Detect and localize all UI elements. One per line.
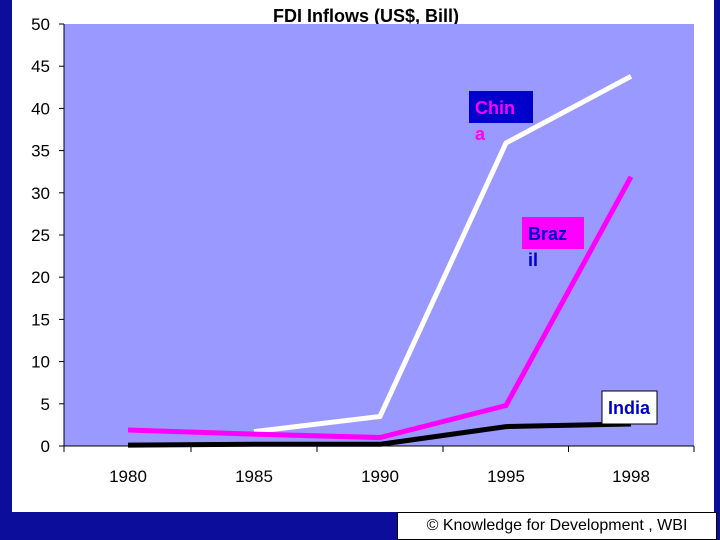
series-line-india xyxy=(127,421,632,448)
x-tick-label: 1980 xyxy=(109,467,147,486)
series-label-brazil: Braz xyxy=(528,224,567,244)
series-label-china: a xyxy=(475,124,486,144)
series-label-china: Chin xyxy=(475,98,515,118)
y-tick-label: 30 xyxy=(31,184,50,203)
y-tick-label: 20 xyxy=(31,268,50,287)
series-label-box-brazil xyxy=(522,217,584,249)
footer-credit: © Knowledge for Development , WBI xyxy=(397,512,717,540)
chart-title: FDI Inflows (US$, Bill) xyxy=(273,6,459,26)
y-tick-label: 10 xyxy=(31,353,50,372)
y-tick-label: 15 xyxy=(31,310,50,329)
series-label-box-india xyxy=(601,390,658,425)
series-line-brazil xyxy=(127,175,634,441)
x-tick-label: 1998 xyxy=(612,467,650,486)
series-line-china xyxy=(253,74,633,435)
y-tick-label: 0 xyxy=(41,437,50,456)
x-tick-label: 1995 xyxy=(487,467,525,486)
series-label-india: India xyxy=(608,398,651,418)
y-tick-label: 50 xyxy=(31,15,50,34)
y-tick-label: 35 xyxy=(31,142,50,161)
series-label-brazil: il xyxy=(528,250,538,270)
y-tick-label: 5 xyxy=(41,395,50,414)
x-tick-label: 1985 xyxy=(235,467,273,486)
y-tick-label: 45 xyxy=(31,57,50,76)
x-tick-label: 1990 xyxy=(361,467,399,486)
y-tick-label: 25 xyxy=(31,226,50,245)
y-tick-label: 40 xyxy=(31,99,50,118)
series-label-box-china xyxy=(469,91,533,123)
plot-area xyxy=(64,24,694,446)
